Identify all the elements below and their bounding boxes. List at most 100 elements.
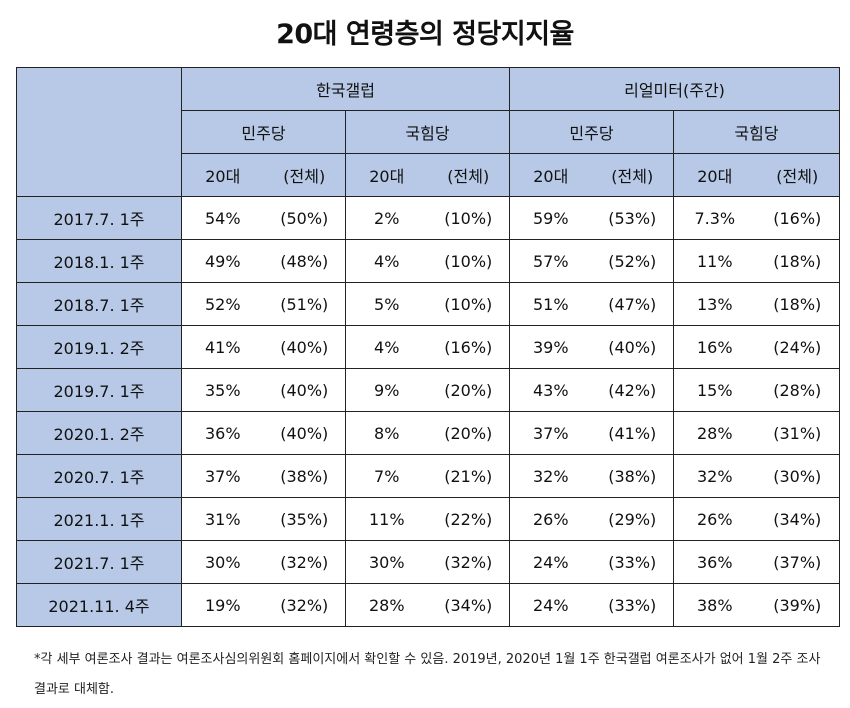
row-label-cell: 2021.11. 4주 [16,583,182,627]
value-cell-20s: 13% [673,282,756,326]
value-cell-20s: 32% [509,454,592,498]
footnote: *각 세부 여론조사 결과는 여론조사심의위원회 홈페이지에서 확인할 수 있음… [34,652,821,697]
value-cell-20s: 59% [509,196,592,240]
value-cell-total: (16%) [427,325,511,369]
value-cell-20s: 52% [181,282,264,326]
value-cell-20s: 49% [181,239,264,283]
table-row: 2017.7. 1주 54% (50%) 2% (10%) 59% (53%) 7.3% (16… [16,196,841,240]
value-cell-total: (28%) [755,368,841,412]
value-cell-total: (32%) [427,540,511,584]
pollster-header-realmeter: 리얼미터(주간) [509,67,841,111]
value-cell-total: (31%) [755,411,841,455]
value-cell-20s: 28% [345,583,428,627]
value-cell-20s: 37% [509,411,592,455]
value-cell-20s: 16% [673,325,756,369]
value-cell-20s: 4% [345,325,428,369]
value-cell-20s: 11% [345,497,428,541]
value-cell-total: (18%) [755,282,841,326]
value-cell-total: (32%) [263,583,346,627]
value-cell-total: (10%) [427,282,511,326]
value-cell-20s: 57% [509,239,592,283]
value-cell-20s: 32% [673,454,756,498]
value-cell-20s: 11% [673,239,756,283]
value-cell-20s: 43% [509,368,592,412]
row-label-cell: 2020.7. 1주 [16,454,182,498]
value-cell-total: (10%) [427,196,511,240]
party-header: 민주당 [509,110,675,154]
table-row: 2020.7. 1주 37% (38%) 7% (21%) 32% (38%) 32% (30%… [16,454,841,498]
value-cell-total: (35%) [263,497,346,541]
sub-header-total: (전체) [591,153,675,197]
row-label-cell: 2021.7. 1주 [16,540,182,584]
party-header: 국힘당 [344,110,511,154]
value-cell-total: (21%) [427,454,511,498]
row-label-cell: 2021.1. 1주 [16,497,182,541]
value-cell-total: (38%) [263,454,346,498]
value-cell-20s: 15% [673,368,756,412]
support-rate-table: 한국갤럽 리얼미터(주간) 민주당 국힘당 민주당 국힘당 20대 (전체) 2… [16,67,841,627]
value-cell-20s: 38% [673,583,756,627]
value-cell-total: (32%) [263,540,346,584]
value-cell-20s: 36% [181,411,264,455]
sub-header-20s: 20대 [509,153,592,197]
table-row: 2021.1. 1주 31% (35%) 11% (22%) 26% (29%) 26% (34… [16,497,841,541]
value-cell-total: (18%) [755,239,841,283]
corner-header-cell [16,67,182,197]
value-cell-20s: 31% [181,497,264,541]
sub-header-total: (전체) [263,153,346,197]
pollster-header-gallup: 한국갤럽 [180,67,511,111]
value-cell-total: (48%) [263,239,346,283]
page-title: 20대 연령층의 정당지지율 [276,19,574,50]
value-cell-total: (40%) [263,325,346,369]
value-cell-20s: 9% [345,368,428,412]
value-cell-total: (53%) [591,196,675,240]
value-cell-20s: 51% [509,282,592,326]
value-cell-total: (30%) [755,454,841,498]
value-cell-total: (34%) [755,497,841,541]
table-row: 2021.7. 1주 30% (32%) 30% (32%) 24% (33%) 36% (37… [16,540,841,584]
row-label-cell: 2018.7. 1주 [16,282,182,326]
value-cell-total: (40%) [263,411,346,455]
value-cell-total: (41%) [591,411,675,455]
value-cell-total: (42%) [591,368,675,412]
value-cell-20s: 7.3% [673,196,756,240]
value-cell-total: (16%) [755,196,841,240]
value-cell-total: (10%) [427,239,511,283]
table-row: 2020.1. 2주 36% (40%) 8% (20%) 37% (41%) 28% (31%… [16,411,841,455]
value-cell-total: (38%) [591,454,675,498]
value-cell-20s: 8% [345,411,428,455]
value-cell-total: (33%) [591,583,675,627]
row-label-cell: 2020.1. 2주 [16,411,182,455]
value-cell-20s: 26% [509,497,592,541]
table-row: 2021.11. 4주 19% (32%) 28% (34%) 24% (33%) 38% (3… [16,583,841,627]
row-label-cell: 2017.7. 1주 [16,196,182,240]
value-cell-total: (40%) [591,325,675,369]
value-cell-20s: 35% [181,368,264,412]
value-cell-total: (40%) [263,368,346,412]
value-cell-20s: 54% [181,196,264,240]
value-cell-20s: 2% [345,196,428,240]
value-cell-total: (24%) [755,325,841,369]
value-cell-20s: 5% [345,282,428,326]
value-cell-total: (20%) [427,368,511,412]
value-cell-20s: 30% [345,540,428,584]
sub-header-row: 20대 (전체) 20대 (전체) 20대 (전체) 20대 (전체) [17,153,841,197]
table-row: 2019.7. 1주 35% (40%) 9% (20%) 43% (42%) 15% (28%… [16,368,841,412]
value-cell-20s: 26% [673,497,756,541]
value-cell-total: (37%) [755,540,841,584]
value-cell-total: (47%) [591,282,675,326]
row-label-cell: 2019.7. 1주 [16,368,182,412]
row-label-cell: 2018.1. 1주 [16,239,182,283]
party-header: 국힘당 [673,110,841,154]
value-cell-20s: 24% [509,583,592,627]
value-cell-total: (22%) [427,497,511,541]
table-row: 2018.7. 1주 52% (51%) 5% (10%) 51% (47%) 13% (18%… [16,282,841,326]
value-cell-total: (50%) [263,196,346,240]
sub-header-20s: 20대 [181,153,264,197]
value-cell-20s: 39% [509,325,592,369]
table-row: 2019.1. 2주 41% (40%) 4% (16%) 39% (40%) 16% (24%… [16,325,841,369]
table-row: 2018.1. 1주 49% (48%) 4% (10%) 57% (52%) 11% (18%… [16,239,841,283]
value-cell-total: (33%) [591,540,675,584]
value-cell-20s: 36% [673,540,756,584]
value-cell-total: (20%) [427,411,511,455]
